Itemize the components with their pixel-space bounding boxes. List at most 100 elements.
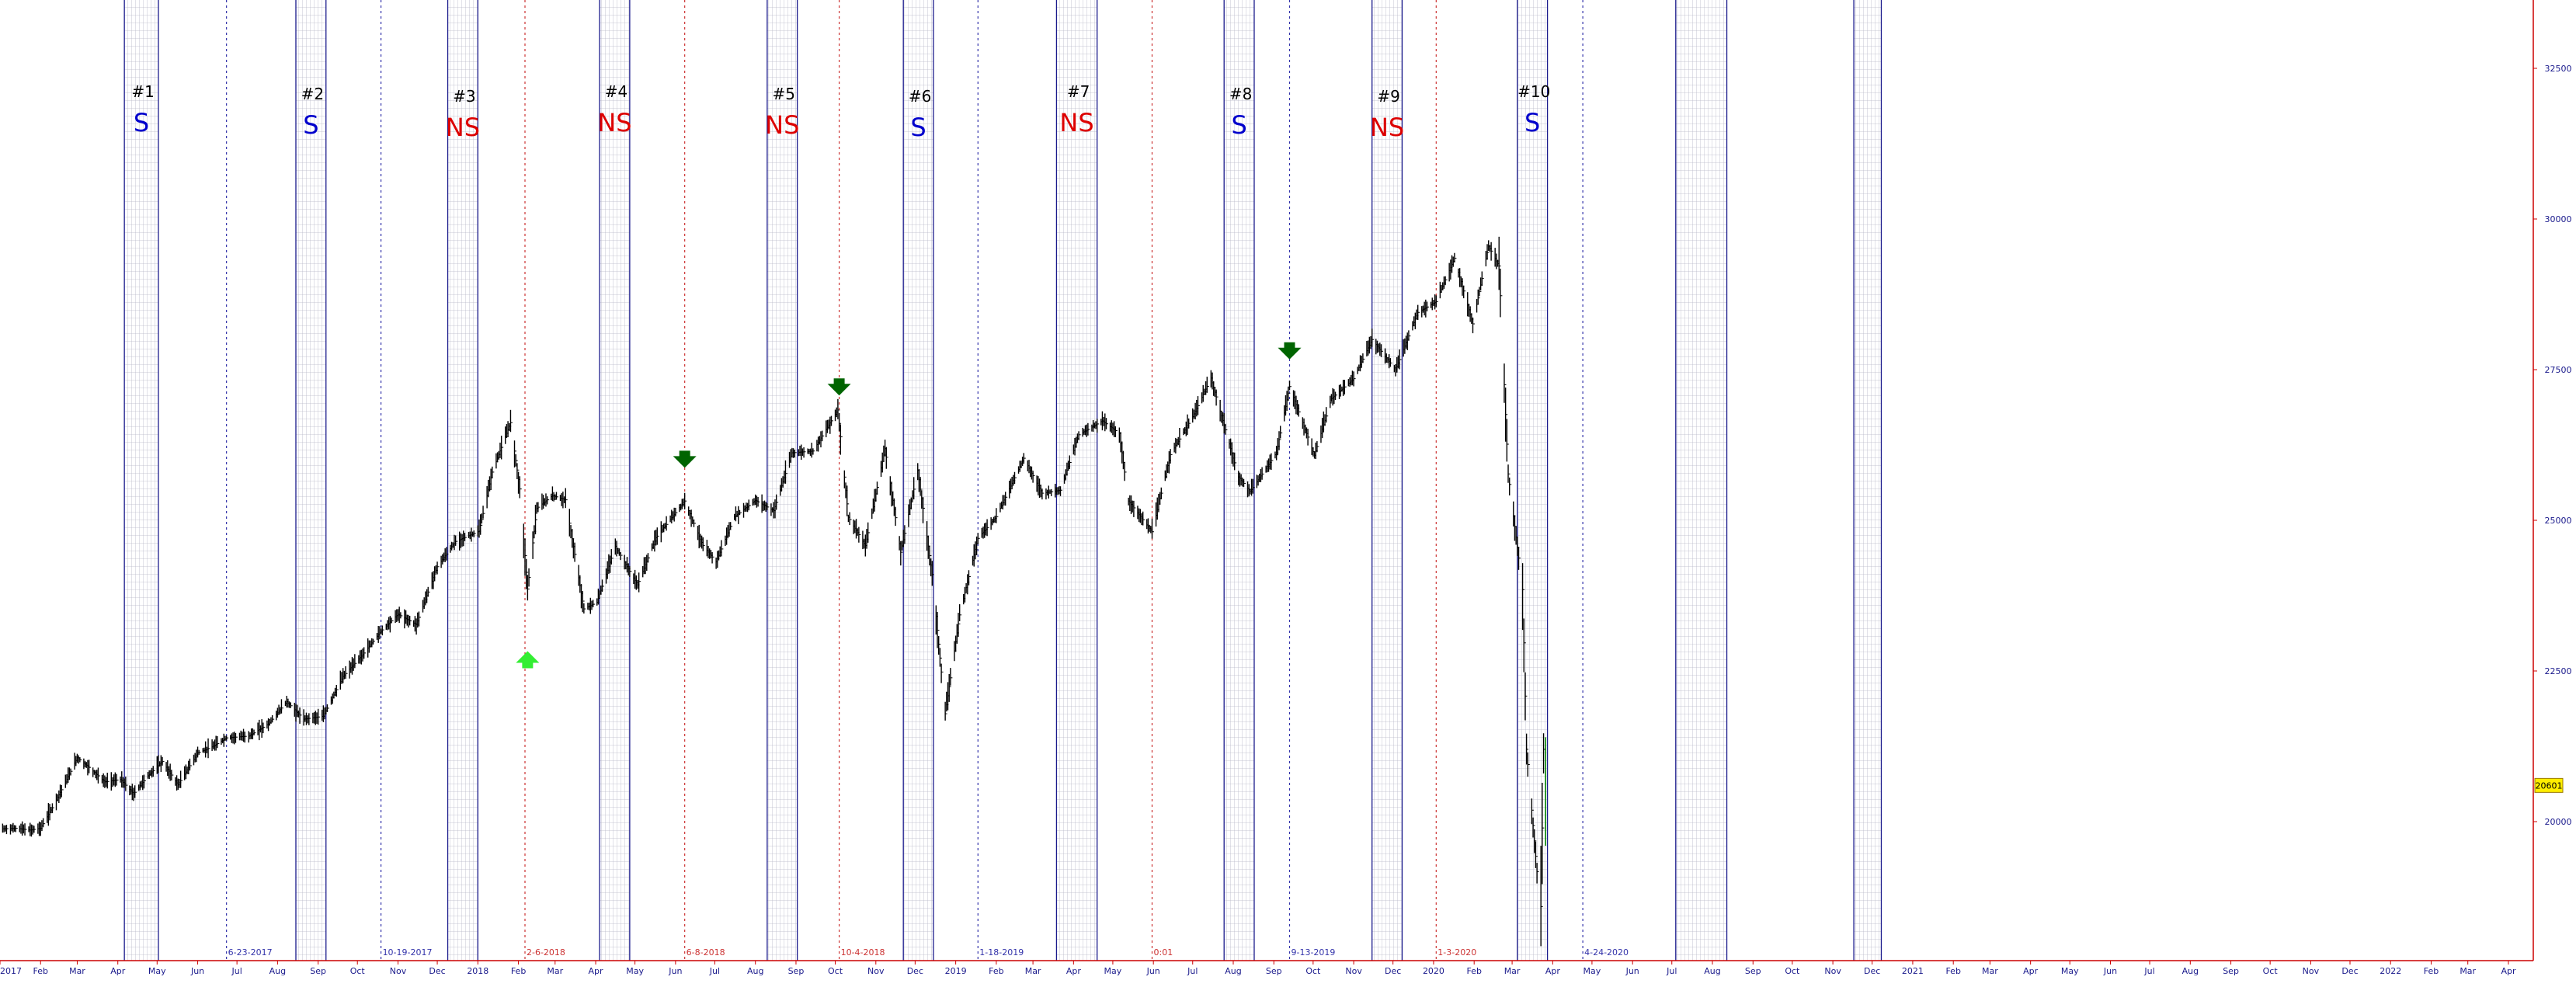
band-signal-label: NS — [1059, 108, 1093, 137]
seasonal-band-fill — [1675, 0, 1727, 961]
y-tick-label: 22500 — [2545, 666, 2572, 676]
band-number-label: #2 — [301, 85, 324, 103]
x-tick-label: Jul — [231, 966, 242, 976]
date-line-label: 9-13-2019 — [1291, 947, 1336, 958]
x-tick-label: Sep — [1266, 966, 1282, 976]
axes-layer: 2017 Feb Mar Apr May Jun Jul Aug Sep Oct Nov Dec 201… — [0, 0, 2572, 976]
x-tick-label: Apr — [2023, 966, 2039, 976]
x-tick-label: Oct — [350, 966, 366, 976]
band-number-label: #6 — [909, 87, 931, 106]
seasonal-band-fill — [600, 0, 630, 961]
x-tick-label: Feb — [1945, 966, 1960, 976]
band-signal-label: S — [1524, 108, 1540, 137]
band-signal-label: S — [1231, 110, 1246, 140]
price-bars-layer — [2, 236, 1547, 947]
seasonal-band-fill — [295, 0, 326, 961]
x-tick-label: Jul — [2143, 966, 2154, 976]
y-tick-label: 20000 — [2545, 817, 2572, 827]
x-tick-label: Oct — [1785, 966, 1800, 976]
x-tick-label: 2017 — [0, 966, 22, 976]
seasonal-band-fill — [1517, 0, 1548, 961]
x-tick-label: Aug — [1704, 966, 1720, 976]
seasonal-band-fill — [767, 0, 798, 961]
x-tick-label: Feb — [989, 966, 1003, 976]
y-tick-label: 32500 — [2545, 64, 2572, 74]
x-tick-label: May — [1104, 966, 1122, 976]
seasonal-band-fill — [903, 0, 933, 961]
band-labels-layer: #1 S #2 S #3 NS #4 NS #5 NS #6 S #7 NS #8 S #9 NS #10 S — [131, 82, 1550, 142]
band-signal-label: NS — [765, 110, 799, 140]
x-tick-label: Aug — [269, 966, 286, 976]
x-tick-label: Jun — [1146, 966, 1160, 976]
x-tick-label: Dec — [1864, 966, 1880, 976]
x-tick-label: Sep — [1745, 966, 1761, 976]
band-number-label: #4 — [605, 82, 627, 101]
x-tick-label: Dec — [2341, 966, 2358, 976]
x-tick-label: Sep — [310, 966, 326, 976]
x-tick-label: Jun — [668, 966, 682, 976]
band-number-label: #10 — [1517, 82, 1550, 101]
band-signal-label: S — [910, 113, 926, 142]
x-tick-label: 2018 — [467, 966, 488, 976]
date-line-label: 6-8-2018 — [687, 947, 725, 958]
arrow-down-icon — [1278, 342, 1302, 360]
seasonal-band-fill — [1854, 0, 1882, 961]
y-tick-label: 25000 — [2545, 516, 2572, 526]
x-tick-label: Nov — [1824, 966, 1841, 976]
date-line-label: 10-19-2017 — [383, 947, 433, 958]
x-tick-label: Feb — [2424, 966, 2439, 976]
band-signal-label: NS — [446, 113, 480, 142]
x-tick-label: Sep — [2223, 966, 2239, 976]
band-signal-label: S — [303, 110, 318, 140]
date-line-label: 6-23-2017 — [228, 947, 273, 958]
seasonal-band-fill — [1371, 0, 1403, 961]
band-number-label: #5 — [773, 85, 795, 103]
x-tick-label: Mar — [1504, 966, 1521, 976]
x-tick-label: Oct — [2263, 966, 2279, 976]
x-tick-label: Jul — [1666, 966, 1677, 976]
arrow-down-icon — [827, 378, 851, 396]
x-tick-label: 2021 — [1902, 966, 1924, 976]
x-tick-label: May — [626, 966, 644, 976]
x-tick-label: Apr — [2501, 966, 2516, 976]
date-line-label: 2-6-2018 — [527, 947, 565, 958]
seasonal-band-fill — [1056, 0, 1097, 961]
x-tick-label: Mar — [2460, 966, 2476, 976]
date-line-label: 1-3-2020 — [1437, 947, 1476, 958]
band-number-label: #3 — [453, 87, 475, 106]
x-tick-label: May — [148, 966, 166, 976]
arrows-layer — [516, 342, 1302, 669]
x-tick-label: Dec — [1385, 966, 1401, 976]
x-tick-label: Sep — [788, 966, 805, 976]
x-tick-label: Oct — [1305, 966, 1321, 976]
x-tick-label: Apr — [1066, 966, 1082, 976]
current-price-tag-label: 20601 — [2536, 780, 2563, 791]
x-tick-label: Jul — [1187, 966, 1198, 976]
x-tick-label: Nov — [1345, 966, 1362, 976]
arrow-down-icon — [673, 450, 697, 468]
x-tick-label: Mar — [1982, 966, 1998, 976]
x-tick-label: Feb — [1466, 966, 1481, 976]
x-tick-label: Mar — [69, 966, 85, 976]
band-number-label: #7 — [1067, 82, 1090, 101]
seasonal-band-fill — [447, 0, 478, 961]
band-number-label: #1 — [131, 82, 154, 101]
current-price-tag — [2534, 777, 2564, 793]
x-tick-label: Feb — [33, 966, 48, 976]
y-tick-label: 30000 — [2545, 214, 2572, 224]
x-tick-label: Aug — [747, 966, 763, 976]
x-tick-label: Nov — [2303, 966, 2320, 976]
x-tick-label: 2020 — [1423, 966, 1444, 976]
date-line-label: 10-4-2018 — [841, 947, 885, 958]
x-tick-label: Dec — [907, 966, 923, 976]
x-tick-label: Apr — [1545, 966, 1561, 976]
x-tick-label: Dec — [429, 966, 445, 976]
band-signal-label: S — [134, 108, 149, 137]
x-tick-label: May — [2061, 966, 2079, 976]
x-tick-label: Jul — [709, 966, 720, 976]
x-tick-label: Jun — [2103, 966, 2117, 976]
y-tick-label: 27500 — [2545, 365, 2572, 375]
